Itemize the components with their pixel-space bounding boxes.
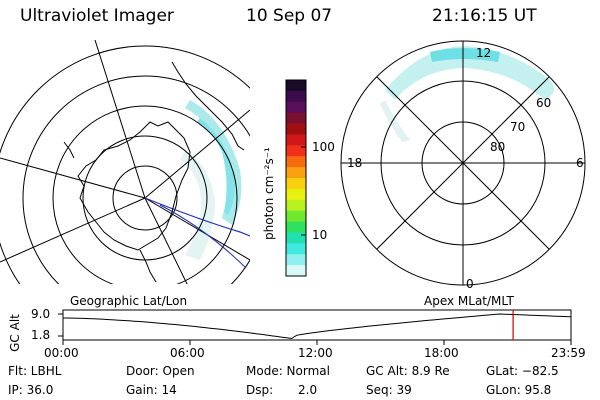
antarctica-coastline xyxy=(77,121,191,251)
colorbar-segment xyxy=(286,145,306,157)
instrument-title: Ultraviolet Imager xyxy=(20,6,174,26)
mlat-60-label: 60 xyxy=(536,96,552,110)
status-seq: Seq: 39 xyxy=(366,383,412,397)
time-tick-1800: 18:00 xyxy=(424,346,459,360)
colorbar-segment xyxy=(286,134,306,146)
status-filter: Flt: LBHL xyxy=(8,364,62,378)
colorbar-segment xyxy=(286,167,306,179)
colorbar-segment xyxy=(286,221,306,234)
colorbar-segment xyxy=(286,156,306,168)
altitude-curve xyxy=(63,313,571,340)
status-dsp-label: Dsp: xyxy=(246,383,274,397)
colorbar-tick-10: 10 xyxy=(312,228,328,242)
colorbar-segment xyxy=(286,188,306,201)
colorbar xyxy=(285,79,307,277)
mlt-6-label: 6 xyxy=(576,156,584,170)
altitude-plot xyxy=(58,309,572,345)
mlat-70-label: 70 xyxy=(510,120,526,134)
colorbar-segment xyxy=(286,254,306,266)
latitude-circles xyxy=(0,45,250,284)
altitude-ylabel: GC Alt xyxy=(7,314,22,352)
colorbar-segment xyxy=(286,243,306,255)
magnetic-caption: Apex MLat/MLT xyxy=(424,294,514,308)
status-mode: Mode: Normal xyxy=(246,364,330,378)
colorbar-segment xyxy=(286,199,306,212)
colorbar-unit-label: photon cm⁻²s⁻¹ xyxy=(262,147,276,240)
geographic-map xyxy=(0,39,250,284)
colorbar-segment xyxy=(286,112,306,125)
status-door: Door: Open xyxy=(126,364,195,378)
altitude-tick-high: 9.0 xyxy=(31,307,51,321)
status-glon: GLon: 95.8 xyxy=(486,383,552,397)
altitude-tick-low: 1.8 xyxy=(31,328,51,342)
status-gain: Gain: 14 xyxy=(126,383,177,397)
status-ip: IP: 36.0 xyxy=(8,383,54,397)
colorbar-segment xyxy=(286,123,306,136)
mlat-80-label: 80 xyxy=(490,140,506,154)
colorbar-tick-100: 100 xyxy=(312,140,335,154)
colorbar-segment xyxy=(286,178,306,190)
colorbar-segment xyxy=(286,210,306,223)
colorbar-segment xyxy=(286,101,306,114)
magnetic-polar-plot xyxy=(340,40,586,286)
date-label: 10 Sep 07 xyxy=(246,6,333,26)
mlt-18-label: 18 xyxy=(347,156,363,170)
status-dsp-value: 2.0 xyxy=(298,383,318,397)
colorbar-segment xyxy=(286,80,306,92)
mlt-12-label: 12 xyxy=(476,46,492,60)
time-tick-0000: 00:00 xyxy=(44,346,79,360)
time-tick-0600: 06:00 xyxy=(170,346,205,360)
time-tick-2359: 23:59 xyxy=(551,346,586,360)
mlt-0-label: 0 xyxy=(466,277,474,291)
orbit-track xyxy=(144,197,250,237)
status-gc-alt: GC Alt: 8.9 Re xyxy=(366,364,450,378)
colorbar-segment xyxy=(286,90,306,103)
geographic-caption: Geographic Lat/Lon xyxy=(70,294,188,308)
time-label: 21:16:15 UT xyxy=(432,6,537,26)
auroral-oval-right xyxy=(385,46,554,100)
meridian-lines xyxy=(0,39,250,284)
time-tick-1200: 12:00 xyxy=(298,346,333,360)
aurora-emission-left xyxy=(180,100,242,260)
status-glat: GLat: −82.5 xyxy=(486,364,559,378)
colorbar-segment xyxy=(286,232,306,244)
colorbar-segment xyxy=(286,265,306,277)
